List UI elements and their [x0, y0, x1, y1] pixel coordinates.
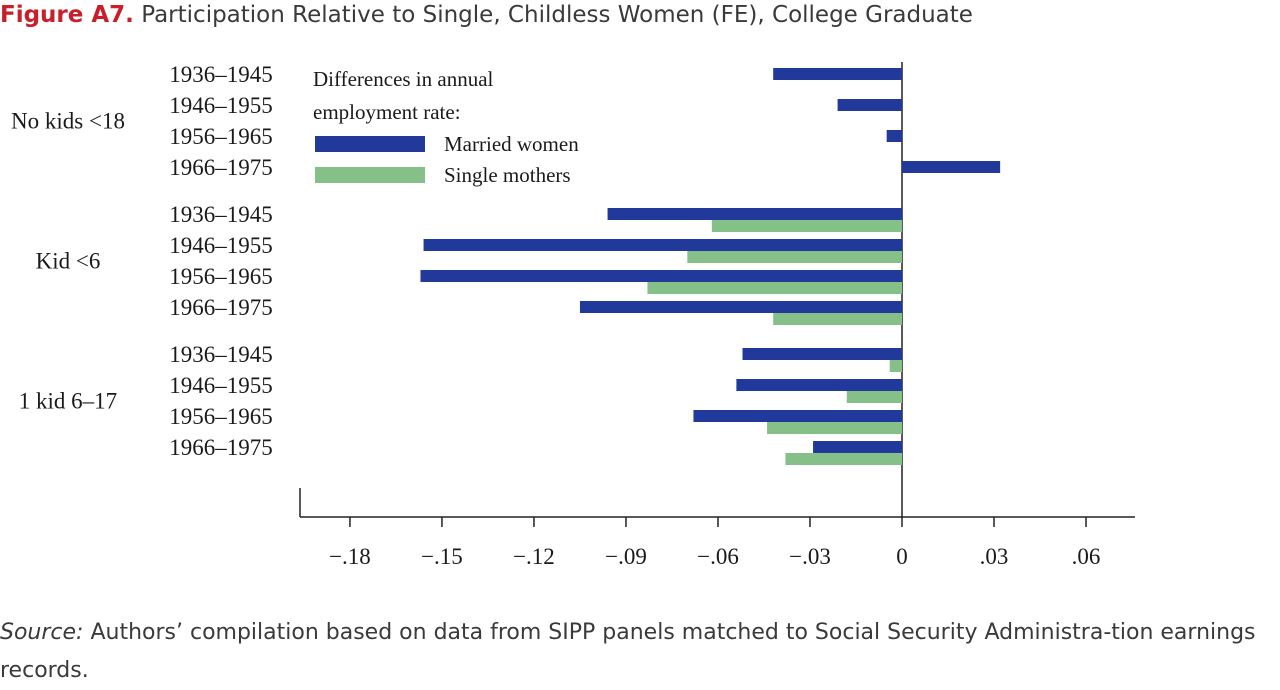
- bar-single-mothers: [767, 422, 902, 434]
- figure-title: Figure A7. Participation Relative to Sin…: [0, 0, 1280, 34]
- x-tick-label: −.18: [329, 544, 371, 569]
- bar-married-women: [420, 270, 902, 282]
- bar-married-women: [579, 301, 902, 313]
- bar-single-mothers: [711, 220, 902, 232]
- bar-married-women: [736, 379, 902, 391]
- group-label: 1 kid 6–17: [19, 389, 117, 414]
- source-note: Source: Authors’ compilation based on da…: [0, 614, 1280, 690]
- bar-married-women: [813, 441, 902, 453]
- bar-married-women: [773, 68, 902, 80]
- bar-single-mothers: [773, 313, 902, 325]
- x-tick-label: .03: [980, 544, 1009, 569]
- bar-married-women: [886, 130, 902, 142]
- legend-label: Single mothers: [444, 163, 571, 187]
- legend-swatch: [315, 136, 425, 152]
- x-tick-label: −.06: [697, 544, 739, 569]
- legend-swatch: [315, 167, 425, 183]
- category-label: 1936–1945: [169, 62, 273, 87]
- legend-title-line: employment rate:: [313, 100, 461, 124]
- figure-title-text: Participation Relative to Single, Childl…: [141, 2, 973, 28]
- bar-single-mothers: [647, 282, 902, 294]
- category-label: 1966–1975: [169, 155, 273, 180]
- bar-single-mothers: [687, 251, 902, 263]
- bar-married-women: [693, 410, 902, 422]
- source-text: Authors’ compilation based on data from …: [0, 620, 1256, 683]
- x-tick-label: .06: [1072, 544, 1101, 569]
- bar-single-mothers: [785, 453, 902, 465]
- x-tick-label: −.09: [605, 544, 647, 569]
- group-label: Kid <6: [36, 249, 101, 274]
- bar-married-women: [423, 239, 902, 251]
- figure-label: Figure A7.: [0, 2, 134, 28]
- category-label: 1956–1965: [169, 264, 273, 289]
- bar-chart: −.18 −.15 −.12 −.09 −.06 −.03 0 .03 .06 No kids <…: [11, 62, 1135, 569]
- category-label: 1936–1945: [169, 342, 273, 367]
- bar-single-mothers: [846, 391, 902, 403]
- group-label: No kids <18: [11, 109, 125, 134]
- x-tick-label: 0: [896, 544, 908, 569]
- category-label: 1956–1965: [169, 124, 273, 149]
- category-label: 1966–1975: [169, 295, 273, 320]
- x-tick-label: −.15: [421, 544, 463, 569]
- source-label: Source:: [0, 620, 84, 645]
- bar-married-women: [837, 99, 902, 111]
- category-label: 1946–1955: [169, 373, 273, 398]
- bar-married-women: [902, 161, 1001, 173]
- bar-single-mothers: [889, 360, 902, 372]
- bar-married-women: [607, 208, 902, 220]
- category-label: 1966–1975: [169, 435, 273, 460]
- category-label: 1946–1955: [169, 233, 273, 258]
- bar-married-women: [742, 348, 902, 360]
- x-tick-label: −.12: [513, 544, 555, 569]
- category-label: 1946–1955: [169, 93, 273, 118]
- legend-title-line: Differences in annual: [313, 67, 494, 91]
- category-label: 1956–1965: [169, 404, 273, 429]
- x-tick-label: −.03: [789, 544, 831, 569]
- category-label: 1936–1945: [169, 202, 273, 227]
- legend-label: Married women: [444, 132, 579, 156]
